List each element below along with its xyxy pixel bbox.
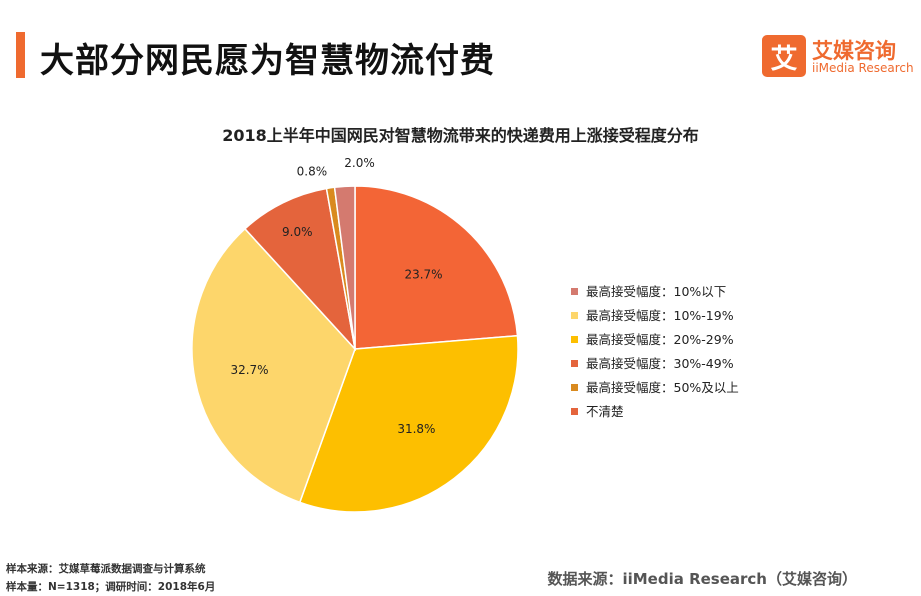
brand-logo-mark: 艾: [762, 35, 806, 77]
legend-swatch: [571, 408, 578, 415]
pie-slice: [298, 334, 519, 513]
chart-title: 2018上半年中国网民对智慧物流带来的快递费用上涨接受程度分布: [222, 126, 699, 145]
legend-swatch: [571, 288, 578, 295]
chart-legend: 最高接受幅度：10%以下 最高接受幅度：10%-19% 最高接受幅度：20%-29%…: [566, 284, 739, 428]
legend-swatch: [571, 360, 578, 367]
pie-slice: [191, 227, 356, 504]
sample-source: 样本来源：艾媒草莓派数据调查与计算系统: [6, 563, 206, 575]
legend-label: 不清楚: [586, 404, 624, 419]
legend-item: 最高接受幅度：50%及以上: [566, 380, 739, 404]
pie-slice: [333, 185, 356, 350]
legend-item: 最高接受幅度：10%以下: [566, 284, 739, 308]
slice-data-label: 0.8%: [297, 165, 328, 179]
slice-data-label: 23.7%: [404, 268, 442, 282]
slice-data-label: 32.7%: [230, 363, 268, 377]
sample-size: 样本量：N=1318；调研时间：2018年6月: [6, 581, 216, 593]
brand-name-cn: 艾媒咨询: [812, 39, 896, 63]
legend-label: 最高接受幅度：10%-19%: [586, 308, 734, 323]
slice-data-label: 31.8%: [397, 422, 435, 436]
legend-label: 最高接受幅度：20%-29%: [586, 332, 734, 347]
slice-data-label: 2.0%: [344, 156, 375, 170]
legend-item: 最高接受幅度：30%-49%: [566, 356, 739, 380]
brand-name-en: iiMedia Research: [812, 61, 914, 75]
sample-info: 样本来源：艾媒草莓派数据调查与计算系统 样本量：N=1318；调研时间：2018…: [6, 560, 215, 596]
legend-label: 最高接受幅度：30%-49%: [586, 356, 734, 371]
title-accent-bar: [16, 32, 25, 78]
slice-data-label: 9.0%: [282, 225, 313, 239]
legend-item: 最高接受幅度：20%-29%: [566, 332, 739, 356]
legend-item: 不清楚: [566, 404, 739, 428]
legend-item: 最高接受幅度：10%-19%: [566, 308, 739, 332]
data-source: 数据来源：iiMedia Research（艾媒咨询）: [547, 570, 857, 588]
brand-logo: 艾 艾媒咨询 iiMedia Research: [754, 32, 914, 82]
legend-label: 最高接受幅度：10%以下: [586, 284, 727, 299]
page-title: 大部分网民愿为智慧物流付费: [40, 41, 495, 81]
legend-swatch: [571, 312, 578, 319]
pie-slice: [354, 185, 519, 350]
legend-swatch: [571, 336, 578, 343]
legend-swatch: [571, 384, 578, 391]
pie-slice: [243, 187, 357, 352]
legend-label: 最高接受幅度：50%及以上: [586, 380, 739, 395]
